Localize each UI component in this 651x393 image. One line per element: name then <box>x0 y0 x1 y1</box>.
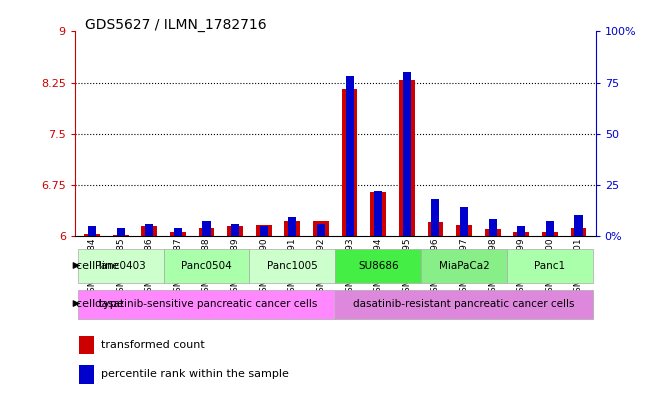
Text: cell line: cell line <box>76 261 118 270</box>
Bar <box>518 226 525 236</box>
Bar <box>227 226 243 236</box>
Bar <box>84 235 100 236</box>
Text: Panc0504: Panc0504 <box>181 261 232 270</box>
Bar <box>77 290 335 319</box>
Text: dasatinib-sensitive pancreatic cancer cells: dasatinib-sensitive pancreatic cancer ce… <box>95 299 318 309</box>
Bar <box>163 250 249 283</box>
Text: Panc0403: Panc0403 <box>95 261 146 270</box>
Bar <box>421 250 507 283</box>
Text: GDS5627 / ILMN_1782716: GDS5627 / ILMN_1782716 <box>85 18 266 32</box>
Bar <box>456 225 472 236</box>
Text: MiaPaCa2: MiaPaCa2 <box>439 261 490 270</box>
Text: transformed count: transformed count <box>101 340 205 350</box>
Bar <box>249 250 335 283</box>
Bar <box>489 219 497 236</box>
Bar <box>571 228 587 236</box>
Bar <box>335 290 593 319</box>
Text: Panc1005: Panc1005 <box>267 261 318 270</box>
Bar <box>117 228 124 236</box>
Text: SU8686: SU8686 <box>358 261 398 270</box>
Bar <box>514 232 529 236</box>
Text: percentile rank within the sample: percentile rank within the sample <box>101 369 289 379</box>
Bar <box>342 89 357 236</box>
Bar <box>113 235 128 236</box>
Bar <box>145 224 153 236</box>
Bar <box>428 222 443 236</box>
Bar <box>170 232 186 236</box>
Bar <box>256 225 271 236</box>
Bar <box>460 207 468 236</box>
Bar <box>202 222 210 236</box>
Bar <box>231 224 239 236</box>
Bar <box>542 232 558 236</box>
Bar <box>199 228 214 236</box>
Bar <box>79 336 94 354</box>
Bar <box>79 365 94 384</box>
Bar <box>77 250 163 283</box>
Bar <box>399 81 415 236</box>
Bar <box>546 222 554 236</box>
Bar <box>141 226 157 236</box>
Text: cell type: cell type <box>76 299 123 309</box>
Bar <box>88 226 96 236</box>
Bar <box>174 228 182 236</box>
Bar <box>288 217 296 236</box>
Bar <box>346 76 353 236</box>
Bar <box>370 191 386 236</box>
Bar <box>284 221 300 236</box>
Bar <box>317 224 325 236</box>
Bar <box>485 229 501 236</box>
Text: Panc1: Panc1 <box>534 261 566 270</box>
Bar <box>260 226 268 236</box>
Bar <box>507 250 593 283</box>
Bar <box>403 72 411 236</box>
Bar <box>313 222 329 236</box>
Bar <box>432 199 439 236</box>
Bar <box>374 191 382 236</box>
Bar <box>574 215 583 236</box>
Text: dasatinib-resistant pancreatic cancer cells: dasatinib-resistant pancreatic cancer ce… <box>353 299 575 309</box>
Bar <box>335 250 421 283</box>
